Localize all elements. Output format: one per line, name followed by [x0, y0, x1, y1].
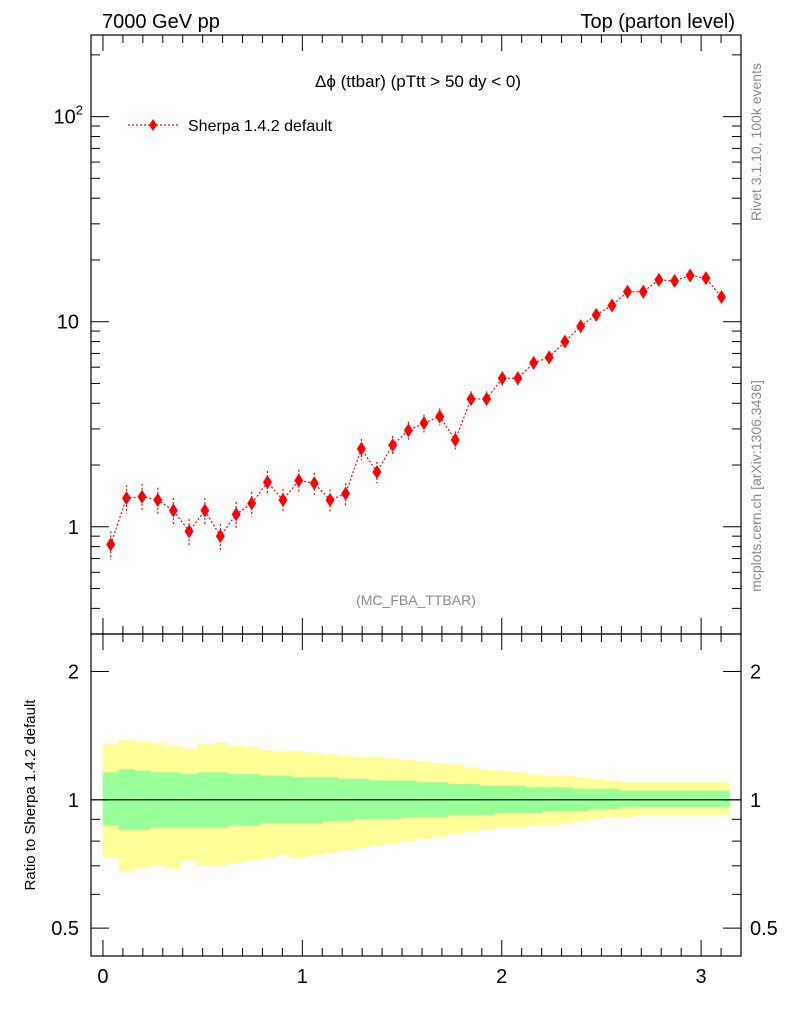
data-point	[450, 432, 460, 447]
main-plot-area	[106, 268, 726, 560]
ratio-band-bin	[619, 790, 636, 808]
data-point	[419, 416, 429, 431]
main-panel: 1 10 102 Δϕ (ttbar) (pTtt > 50 dy < 0) (MC…	[54, 34, 742, 635]
data-point	[544, 350, 554, 365]
y-tick-label-right: 0.5	[750, 918, 778, 940]
data-point	[106, 537, 116, 552]
data-point	[388, 438, 398, 453]
ratio-ticks: 0 1 2 3 0.5 0.5 1 1 2 2	[51, 634, 778, 988]
data-point	[529, 355, 539, 370]
ratio-frame	[90, 633, 742, 957]
data-point	[247, 496, 257, 511]
data-point	[623, 284, 633, 299]
data-point	[153, 493, 163, 508]
ratio-band-bin	[650, 790, 668, 808]
y-tick-label: 0.5	[51, 918, 79, 940]
data-point	[560, 334, 570, 349]
data-point	[137, 489, 147, 504]
series-line	[110, 274, 722, 545]
data-point	[372, 464, 382, 479]
ratio-panel: 0 1 2 3 0.5 0.5 1 1 2 2 Ratio to Sherpa 1.4.2 def…	[22, 633, 778, 988]
plot-title: Δϕ (ttbar) (pTtt > 50 dy < 0)	[315, 72, 521, 91]
ratio-plot-area	[91, 740, 741, 872]
data-point	[670, 273, 680, 288]
ratio-band-bin	[588, 789, 605, 810]
process-label: Top (parton level)	[580, 11, 735, 33]
ratio-band-bin	[604, 789, 621, 810]
ratio-band-bin	[682, 790, 699, 808]
data-point	[294, 473, 304, 488]
data-point	[121, 491, 131, 506]
data-point	[168, 503, 178, 518]
y-tick-label: 10	[57, 312, 79, 334]
x-tick-label: 0	[97, 966, 108, 988]
y-tick-label: 1	[68, 517, 79, 539]
data-point	[356, 441, 366, 456]
legend-label: Sherpa 1.4.2 default	[188, 118, 333, 135]
data-point	[403, 423, 413, 438]
data-point	[607, 298, 617, 313]
x-tick-label: 1	[297, 966, 308, 988]
analysis-tag: (MC_FBA_TTBAR)	[356, 592, 476, 608]
data-point	[341, 486, 351, 501]
y-tick-label-right: 1	[750, 790, 761, 812]
legend: Sherpa 1.4.2 default	[128, 118, 333, 135]
data-point	[466, 391, 476, 406]
data-point	[638, 284, 648, 299]
data-point	[231, 507, 241, 522]
data-point	[278, 493, 288, 508]
y-tick-label: 102	[54, 103, 83, 129]
collision-energy-label: 7000 GeV pp	[102, 11, 220, 33]
data-point	[513, 371, 523, 386]
ratio-band-bin	[400, 780, 417, 818]
data-point	[701, 271, 711, 286]
data-point	[262, 475, 272, 490]
ratio-band-bin	[713, 790, 730, 808]
data-point	[685, 268, 695, 283]
ratio-band-bin	[698, 790, 715, 808]
data-point	[482, 391, 492, 406]
data-point	[576, 319, 586, 334]
y-tick-label: 1	[68, 790, 79, 812]
data-point	[184, 524, 194, 539]
ratio-band-bin	[635, 790, 652, 808]
ratio-band-bin	[353, 778, 370, 820]
data-point	[309, 476, 319, 491]
data-point	[325, 493, 335, 508]
ratio-band-bin	[181, 773, 198, 828]
x-tick-label: 3	[696, 966, 707, 988]
ratio-band-bin	[666, 790, 683, 808]
y-tick-label-right: 2	[750, 662, 761, 684]
ratio-ylabel: Ratio to Sherpa 1.4.2 default	[22, 699, 39, 891]
data-point	[215, 529, 225, 544]
data-point	[591, 307, 601, 322]
data-point	[200, 503, 210, 518]
main-ticks: 1 10 102	[54, 35, 742, 635]
x-tick-label: 2	[496, 966, 507, 988]
data-point	[654, 272, 664, 287]
data-point	[497, 371, 507, 386]
mcplots-source-label: mcplots.cern.ch [arXiv:1306.3436]	[748, 380, 764, 592]
ratio-band-bin	[102, 772, 120, 826]
data-point	[716, 289, 726, 304]
y-tick-label: 2	[68, 662, 79, 684]
rivet-version-label: Rivet 3.1.10, 100k events	[748, 63, 764, 221]
data-point	[435, 409, 445, 424]
legend-marker	[149, 119, 157, 131]
